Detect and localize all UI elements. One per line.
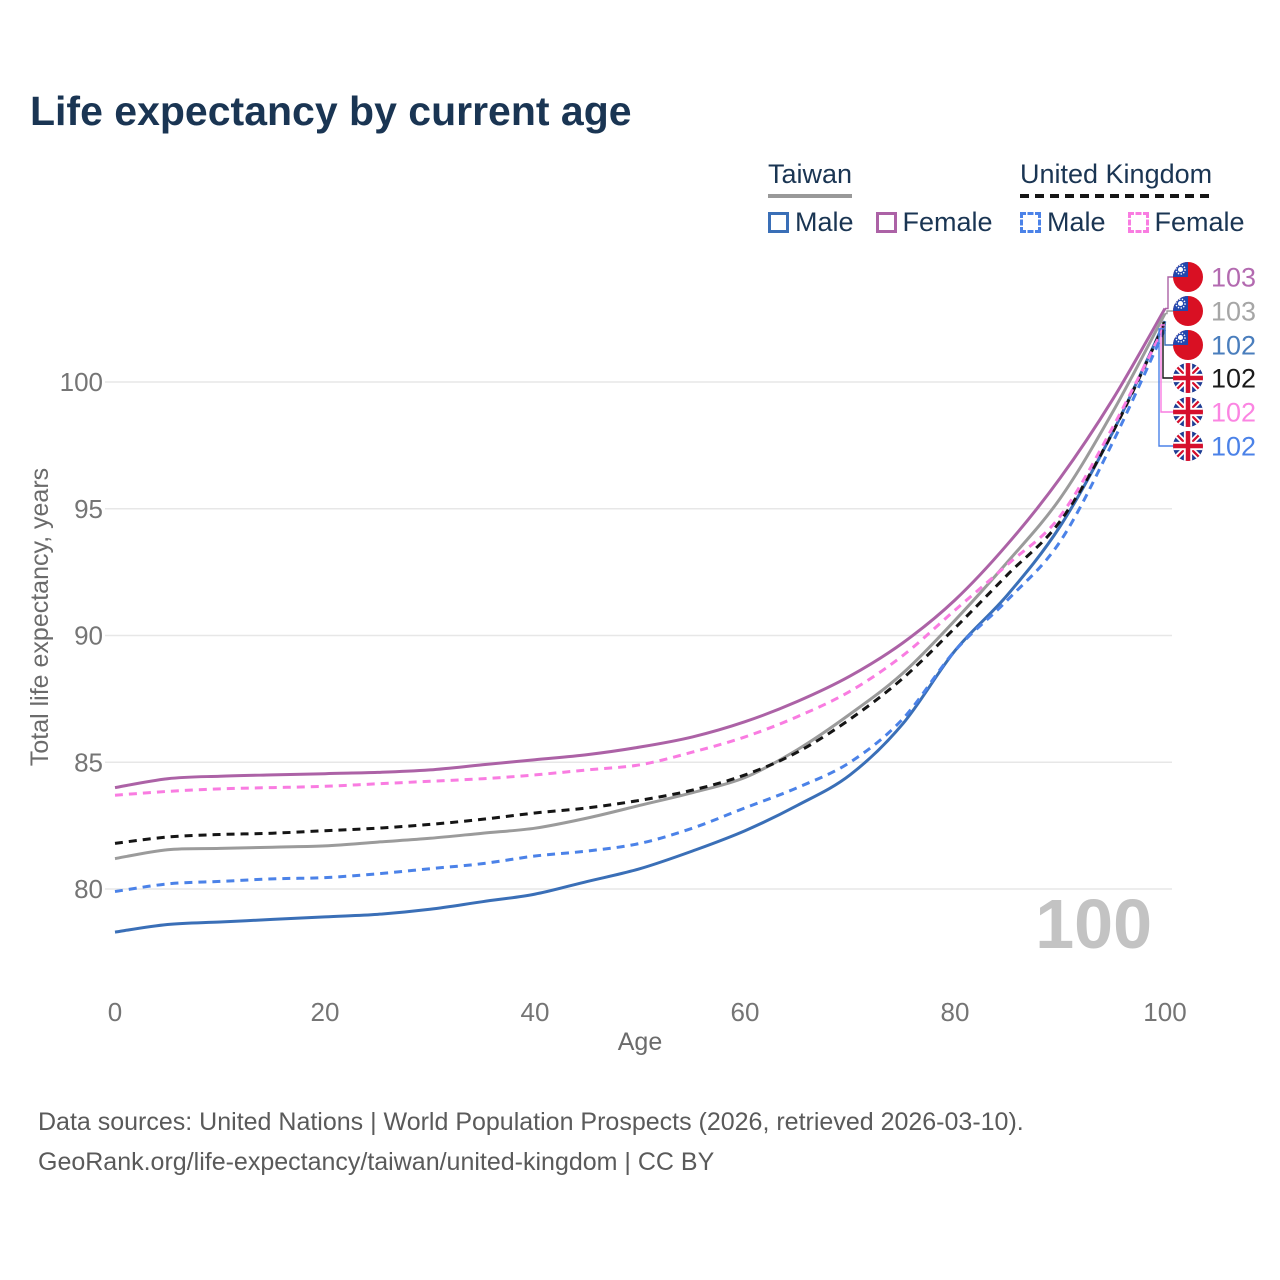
end-label-connector-united-kingdom-male bbox=[1158, 328, 1173, 447]
dashed-line-sample bbox=[1020, 193, 1213, 198]
taiwan-flag-icon bbox=[1173, 296, 1203, 326]
legend-swatch-taiwan-female bbox=[875, 211, 897, 233]
legend-items-row: Male Female bbox=[1020, 207, 1245, 238]
legend-heading-united-kingdom: United Kingdom bbox=[1020, 159, 1213, 189]
x-axis-ticks: 0 20 40 60 80 100 bbox=[108, 997, 1187, 1027]
series-line-taiwan-male[interactable] bbox=[114, 320, 1167, 934]
end-label-connector-taiwan-total bbox=[1165, 310, 1173, 315]
legend-swatch-united-kingdom-male bbox=[1020, 211, 1041, 233]
legend-swatch-taiwan-male bbox=[768, 211, 789, 233]
end-label-value-united-kingdom-total: 102 bbox=[1211, 364, 1256, 394]
uk-flag-icon bbox=[1173, 397, 1203, 427]
legend-label-united-kingdom-male: Male bbox=[1047, 206, 1106, 237]
y-axis-ticks: 80 85 90 95 100 bbox=[60, 367, 103, 904]
legend-group-taiwan: Taiwan Male Female bbox=[768, 159, 993, 238]
end-label-connector-taiwan-female bbox=[1165, 276, 1173, 310]
x-tick-label-100: 100 bbox=[1143, 997, 1186, 1027]
footer-attribution: GeoRank.org/life-expectancy/taiwan/unite… bbox=[38, 1148, 715, 1176]
legend-label-taiwan-female: Female bbox=[902, 206, 993, 237]
legend-label-united-kingdom-female: Female bbox=[1154, 206, 1245, 237]
legend-heading-wrap: Taiwan bbox=[768, 159, 853, 198]
gridlines bbox=[105, 381, 1172, 890]
legend-heading-wrap: United Kingdom bbox=[1020, 159, 1213, 198]
uk-flag-icon bbox=[1173, 431, 1203, 461]
x-tick-label-20: 20 bbox=[311, 997, 340, 1027]
taiwan-flag-icon bbox=[1173, 330, 1203, 360]
end-label-connector-taiwan-male bbox=[1164, 321, 1173, 346]
x-tick-label-0: 0 bbox=[108, 997, 122, 1027]
end-label-value-united-kingdom-male: 102 bbox=[1211, 432, 1256, 462]
series-line-united-kingdom-female[interactable] bbox=[114, 324, 1167, 797]
legend-items-row: Male Female bbox=[768, 207, 993, 238]
series-line-taiwan-female[interactable] bbox=[114, 307, 1167, 790]
footer-sources: Data sources: United Nations | World Pop… bbox=[38, 1108, 1024, 1136]
x-axis-title: Age bbox=[618, 1028, 662, 1056]
y-tick-label-100: 100 bbox=[60, 367, 103, 397]
uk-flag-icon bbox=[1173, 363, 1203, 393]
series-lines bbox=[114, 307, 1167, 934]
y-tick-label-95: 95 bbox=[74, 494, 103, 524]
end-label-value-taiwan-male: 102 bbox=[1211, 331, 1256, 361]
end-label-value-taiwan-female: 103 bbox=[1211, 263, 1256, 293]
y-tick-label-90: 90 bbox=[74, 621, 103, 651]
end-label-value-taiwan-total: 103 bbox=[1211, 297, 1256, 327]
series-line-united-kingdom-total[interactable] bbox=[114, 321, 1167, 845]
legend-item-taiwan-female[interactable]: Female bbox=[875, 206, 993, 238]
series-line-united-kingdom-male[interactable] bbox=[114, 328, 1167, 893]
legend-item-taiwan-male[interactable]: Male bbox=[768, 207, 854, 238]
legend-item-united-kingdom-male[interactable]: Male bbox=[1020, 207, 1106, 238]
legend-item-united-kingdom-female[interactable]: Female bbox=[1127, 206, 1245, 238]
y-tick-label-80: 80 bbox=[74, 874, 103, 904]
x-tick-label-40: 40 bbox=[521, 997, 550, 1027]
legend-heading-taiwan: Taiwan bbox=[768, 159, 853, 189]
y-tick-label-85: 85 bbox=[74, 747, 103, 777]
end-label-connector-united-kingdom-female bbox=[1160, 324, 1173, 413]
series-line-taiwan-total[interactable] bbox=[114, 312, 1167, 861]
legend-group-united-kingdom: United Kingdom Male Female bbox=[1020, 159, 1245, 238]
taiwan-flag-icon bbox=[1173, 262, 1203, 292]
end-label-value-united-kingdom-female: 102 bbox=[1211, 398, 1256, 428]
solid-line-sample bbox=[768, 193, 853, 198]
legend-swatch-united-kingdom-female bbox=[1127, 211, 1149, 233]
legend-label-taiwan-male: Male bbox=[795, 206, 854, 237]
y-axis-title: Total life expectancy, years bbox=[26, 468, 54, 766]
x-tick-label-80: 80 bbox=[941, 997, 970, 1027]
chart-title: Life expectancy by current age bbox=[30, 88, 632, 134]
x-tick-label-60: 60 bbox=[731, 997, 760, 1027]
watermark-age: 100 bbox=[1035, 885, 1152, 963]
end-label-connector-united-kingdom-total bbox=[1162, 321, 1173, 379]
